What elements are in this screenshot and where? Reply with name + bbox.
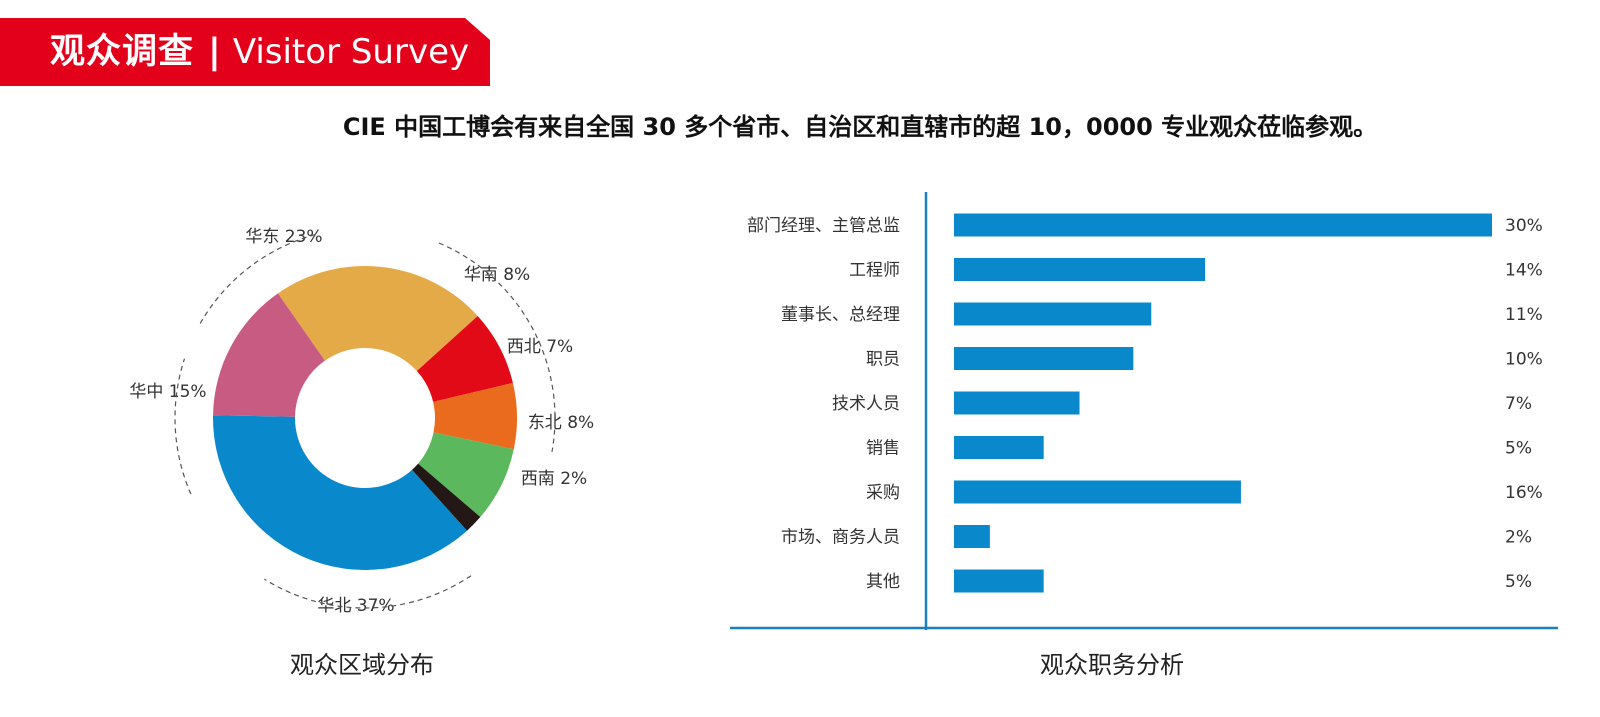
- donut-slice: [418, 432, 514, 518]
- banner-title: 观众调查 | Visitor Survey: [50, 28, 469, 76]
- banner-background: [0, 18, 490, 86]
- bar-category-label: 市场、商务人员: [781, 528, 900, 548]
- bar-category-label: 销售: [866, 439, 900, 459]
- bar-category-label: 职员: [866, 350, 900, 370]
- donut-guide-arc: [174, 358, 192, 495]
- donut-slice-label: 华北 37%: [317, 596, 394, 616]
- bar-category-label: 工程师: [849, 261, 900, 281]
- donut-slice-label: 西南 2%: [521, 469, 587, 489]
- bar: [954, 525, 990, 548]
- bar: [954, 347, 1134, 370]
- page-subtitle: CIE 中国工博会有来自全国 30 多个省市、自治区和直辖市的超 10，0000…: [342, 113, 1378, 141]
- donut-slice-label: 西北 7%: [507, 337, 573, 357]
- donut-slice-label: 华中 15%: [129, 382, 206, 402]
- bar-value-label: 7%: [1505, 394, 1532, 414]
- header-banner: 观众调查 | Visitor Survey: [0, 18, 490, 86]
- title-cn: 观众调查: [50, 32, 195, 72]
- bar-value-label: 5%: [1505, 439, 1532, 459]
- bar: [954, 480, 1241, 504]
- donut-slice-label: 华东 23%: [245, 227, 322, 247]
- bar-value-label: 30%: [1505, 216, 1543, 236]
- donut-guide-arc: [264, 575, 472, 609]
- donut-guide-arc: [199, 233, 319, 324]
- bar-caption: 观众职务分析: [1040, 651, 1184, 679]
- bar: [954, 436, 1044, 459]
- donut-slice: [411, 463, 481, 531]
- bar-value-label: 5%: [1505, 572, 1532, 592]
- bar-category-label: 技术人员: [832, 394, 900, 414]
- bar: [954, 391, 1080, 415]
- bar-category-label: 董事长、总经理: [781, 305, 900, 325]
- title-separator: |: [208, 32, 221, 72]
- bar: [954, 569, 1044, 593]
- bar: [954, 258, 1206, 281]
- bar-category-label: 其他: [866, 572, 900, 592]
- bar-value-label: 11%: [1505, 305, 1543, 325]
- donut-slice: [277, 266, 478, 372]
- bar-category-label: 部门经理、主管总监: [747, 216, 900, 236]
- title-en: Visitor Survey: [232, 32, 470, 72]
- bar-value-label: 2%: [1505, 528, 1532, 548]
- bar-value-label: 16%: [1505, 483, 1543, 503]
- bar: [954, 302, 1152, 326]
- bar-value-label: 14%: [1505, 261, 1543, 281]
- donut-slice: [416, 315, 513, 402]
- donut-slice: [213, 293, 325, 417]
- donut-guide-arc: [438, 242, 556, 452]
- donut-slice: [433, 382, 517, 450]
- bar-value-label: 10%: [1505, 350, 1543, 370]
- donut-slice-label: 东北 8%: [528, 413, 594, 433]
- donut-slice-label: 华南 8%: [464, 265, 530, 285]
- donut-caption: 观众区域分布: [290, 651, 434, 679]
- bar: [954, 213, 1492, 237]
- bar-category-label: 采购: [866, 483, 900, 503]
- donut-slice: [212, 415, 468, 570]
